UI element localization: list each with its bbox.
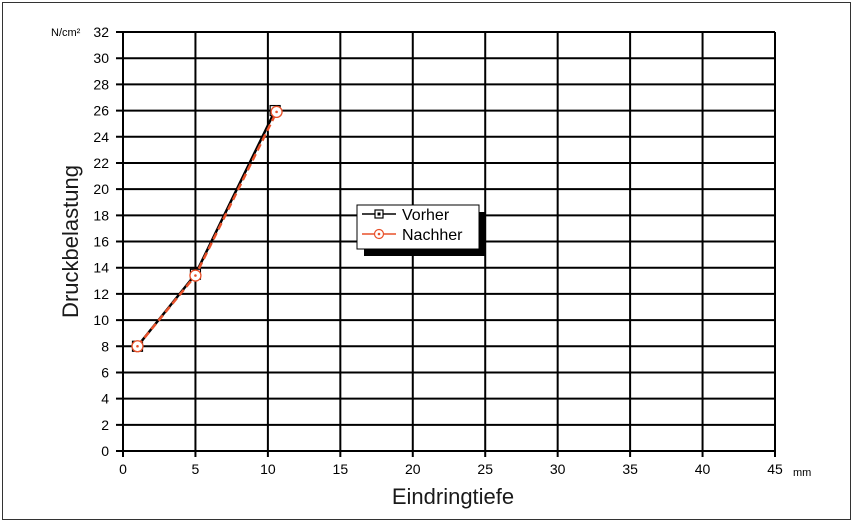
y-tick-label: 0 (101, 443, 109, 459)
y-tick-label: 16 (93, 234, 109, 250)
y-tick-label: 28 (93, 76, 109, 92)
y-tick-label: 24 (93, 129, 109, 145)
y-tick-label: 20 (93, 181, 109, 197)
legend-item-vorher: Vorher (362, 207, 450, 224)
legend-item-nachher: Nachher (362, 227, 463, 244)
x-unit-label: mm (793, 467, 811, 479)
series-line-nachher (136, 111, 278, 348)
y-tick-label: 10 (93, 312, 109, 328)
x-tick-label: 5 (192, 461, 200, 477)
y-tick-label: 22 (93, 155, 109, 171)
data-point-nachher-dot (194, 274, 197, 277)
series-line-vorher (136, 110, 277, 348)
x-tick-label: 15 (333, 461, 349, 477)
x-tick-label: 45 (767, 461, 783, 477)
y-tick-label: 30 (93, 50, 109, 66)
y-tick-label: 6 (101, 364, 109, 380)
x-tick-label: 20 (405, 461, 421, 477)
legend: Vorher Nachher (356, 204, 486, 256)
x-tick-label: 30 (550, 461, 566, 477)
y-tick-label: 12 (93, 286, 109, 302)
y-tick-label: 32 (93, 24, 109, 40)
y-unit-label: N/cm² (51, 27, 81, 39)
series-lines (131, 104, 283, 353)
legend-label-nachher: Nachher (402, 227, 463, 244)
x-tick-label: 35 (622, 461, 638, 477)
y-tick-label: 8 (101, 338, 109, 354)
y-tick-label: 26 (93, 103, 109, 119)
y-tick-label: 14 (93, 260, 109, 276)
x-axis-title: Eindringtiefe (392, 484, 514, 509)
y-tick-label: 2 (101, 417, 109, 433)
x-tick-label: 0 (119, 461, 127, 477)
y-axis-title: Druckbelastung (58, 165, 83, 318)
x-tick-label: 25 (477, 461, 493, 477)
y-tick-label: 4 (101, 391, 109, 407)
y-tick-label: 18 (93, 207, 109, 223)
data-point-nachher-dot (275, 110, 278, 114)
x-tick-label: 40 (695, 461, 711, 477)
x-tick-label: 10 (260, 461, 276, 477)
data-point-nachher-dot (136, 344, 139, 348)
legend-label-vorher: Vorher (402, 207, 450, 224)
